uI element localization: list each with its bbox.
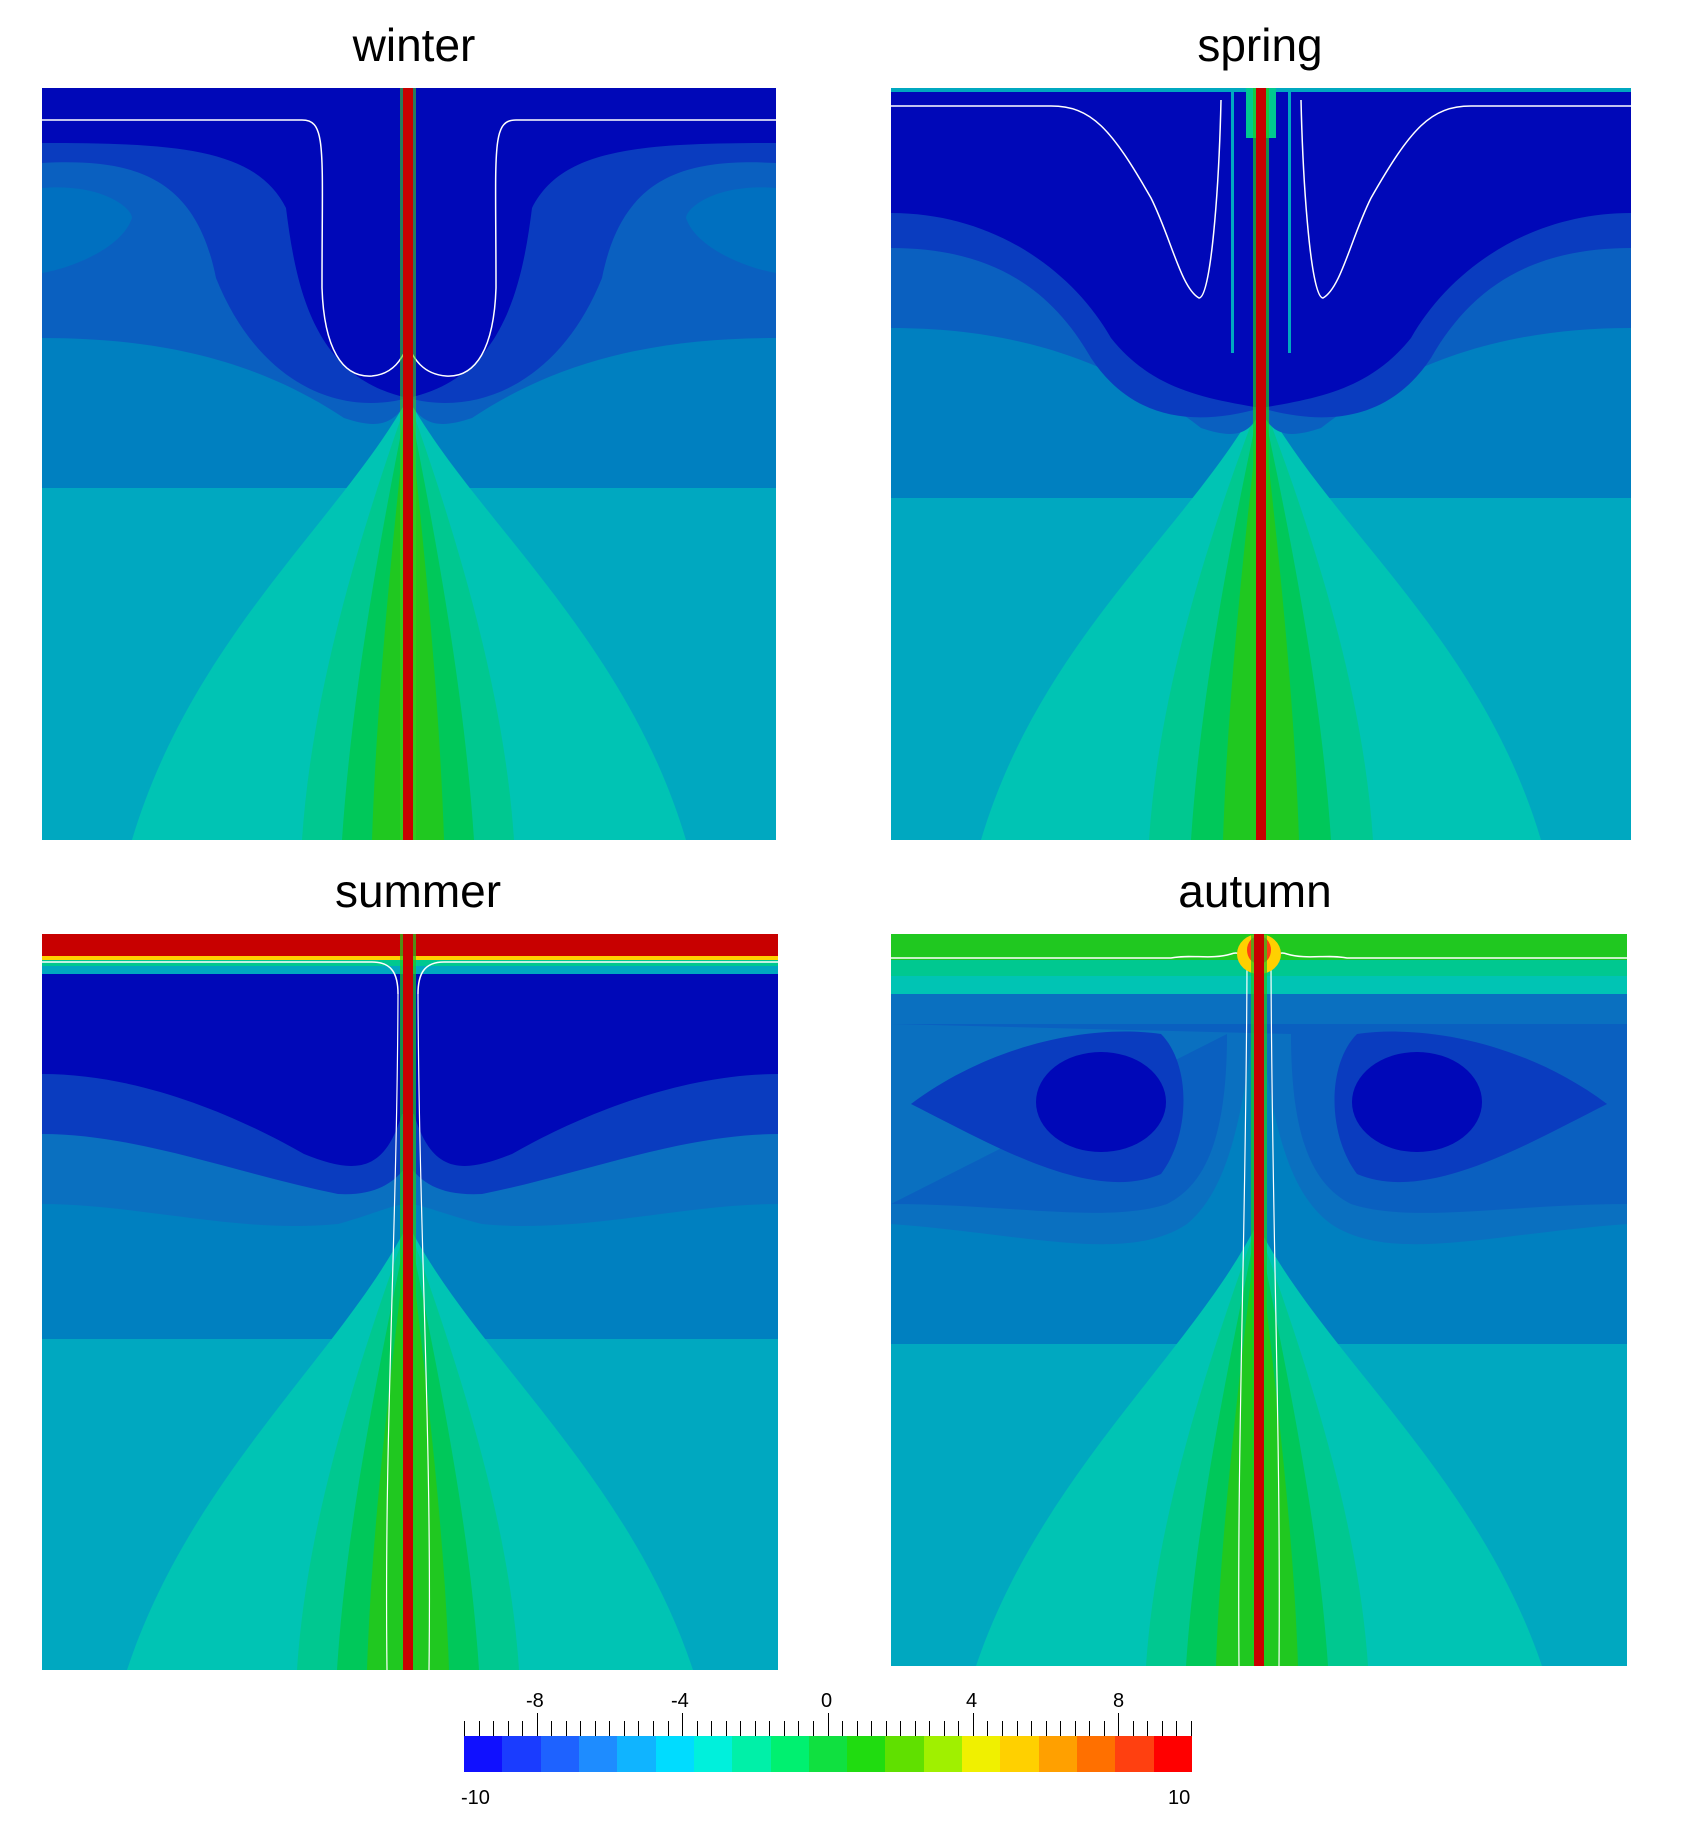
colorbar-tick-label: 8 [1113,1690,1125,1712]
colorbar-swatch [732,1736,771,1772]
colorbar-swatch [1153,1736,1192,1772]
plot-autumn [891,934,1627,1666]
colorbar-tick-label: 0 [821,1690,833,1712]
colorbar [464,1736,1192,1772]
colorbar-swatch [885,1736,924,1772]
plot-spring [891,88,1631,840]
contour-summer [42,934,778,1670]
plot-summer [42,934,778,1670]
colorbar-tick-label: 4 [966,1690,978,1712]
panel-title-autumn: autumn [1178,865,1332,917]
colorbar-swatch [693,1736,733,1772]
colorbar-tick-label: -8 [526,1690,544,1712]
panel-title-winter: winter [352,19,476,71]
panel-title-summer: summer [334,865,502,917]
colorbar-swatch [655,1736,694,1772]
contour-winter [42,88,776,840]
colorbar-swatch [1077,1736,1116,1772]
colorbar-swatch [962,1736,1001,1772]
contour-autumn [891,934,1627,1666]
colorbar-swatch [1000,1736,1039,1772]
colorbar-swatch [1115,1736,1154,1772]
colorbar-swatch [502,1736,541,1772]
colorbar-swatch [847,1736,886,1772]
panel-title-spring: spring [1197,19,1323,71]
colorbar-min-label: -10 [461,1787,490,1809]
colorbar-tick-label: -4 [671,1690,689,1712]
colorbar-max-label: 10 [1168,1787,1191,1809]
contour-spring [891,88,1631,840]
colorbar-swatch [617,1736,656,1772]
plot-winter [42,88,776,840]
colorbar-swatch [808,1736,848,1772]
colorbar-swatch [1038,1736,1077,1772]
colorbar-swatch [464,1736,503,1772]
colorbar-swatch [578,1736,618,1772]
colorbar-swatch [770,1736,809,1772]
colorbar-swatch [923,1736,963,1772]
colorbar-ticks [464,1713,1192,1737]
colorbar-swatch [540,1736,579,1772]
